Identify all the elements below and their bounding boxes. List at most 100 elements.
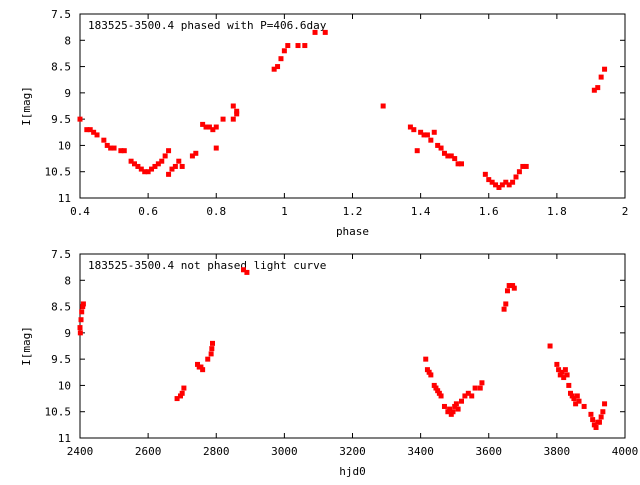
data-point [462,393,468,399]
data-point [80,304,86,310]
x-tick-label: 2600 [135,445,162,458]
x-tick-label: 1.6 [479,205,499,218]
data-point [209,346,215,352]
data-point [459,398,464,404]
data-point [77,330,83,336]
x-tick-label: 1.4 [411,205,431,218]
data-point [455,406,461,412]
data-point [200,367,206,373]
data-point [208,351,214,357]
data-point [230,103,236,109]
data-point [562,367,568,373]
data-point [554,361,560,367]
data-point [312,29,318,35]
y-axis-label: I[mag] [20,326,33,366]
x-tick-label: 1.2 [343,205,363,218]
data-point [138,166,144,172]
data-point [438,393,444,399]
data-point [435,388,441,394]
data-point [195,361,201,367]
data-point [602,401,608,407]
data-point [433,385,439,391]
x-tick-label: 3600 [476,445,503,458]
data-point [576,398,582,404]
data-point [281,48,287,54]
x-tick-label: 0.4 [70,205,90,218]
data-point [447,406,453,412]
data-point [418,129,424,135]
data-point [181,385,187,391]
x-tick-label: 3800 [544,445,571,458]
data-point [588,411,594,417]
data-point [428,137,434,143]
data-point [78,317,84,323]
data-point [600,409,606,415]
y-tick-label: 9.5 [51,113,71,126]
data-point [234,111,240,117]
x-tick-label: 2400 [67,445,94,458]
data-point [445,409,451,415]
data-point [200,121,206,127]
data-point [84,127,90,133]
data-point [489,179,495,185]
data-point [206,124,212,130]
data-point [77,116,83,122]
x-axis-label: hjd0 [339,465,366,478]
data-point [479,380,485,386]
data-point [472,385,478,391]
data-point [513,174,519,180]
data-point [520,163,526,169]
data-point [278,56,284,62]
data-point [564,372,570,378]
data-point [210,340,216,346]
data-point [421,132,427,138]
data-point [450,409,456,415]
data-point [595,85,601,91]
data-point [179,163,185,169]
data-point [445,153,451,159]
y-tick-label: 8.5 [51,301,71,314]
y-tick-label: 8.5 [51,61,71,74]
data-point [142,169,148,175]
data-point [436,390,442,396]
data-point [77,325,83,331]
data-point [431,382,437,388]
data-point [516,169,522,175]
data-point [149,166,155,172]
data-point [322,29,328,35]
data-point [602,66,608,72]
data-point [523,163,529,169]
data-point [407,124,413,130]
y-tick-label: 9 [64,87,71,100]
data-point [91,129,97,135]
x-tick-label: 1.8 [547,205,567,218]
data-point [504,288,510,294]
data-point [166,171,172,177]
data-point [152,163,158,169]
data-point [453,401,459,407]
data-point [441,403,447,409]
data-point [503,301,509,307]
data-point [172,163,178,169]
data-point [118,148,124,154]
x-tick-label: 2800 [203,445,230,458]
data-point [87,127,93,133]
y-tick-label: 11 [58,192,71,205]
data-point [80,301,86,307]
data-point [486,177,492,183]
data-point [79,309,85,315]
data-point [441,150,447,156]
data-point [101,137,107,143]
data-point [598,74,604,80]
data-point [302,43,308,49]
data-point [435,142,441,148]
data-point [414,148,420,154]
data-point [448,153,454,159]
y-tick-label: 8 [64,34,71,47]
data-point [295,43,301,49]
data-point [121,148,127,154]
data-point [169,166,175,172]
y-tick-label: 7.5 [51,248,71,261]
data-point [174,396,180,402]
